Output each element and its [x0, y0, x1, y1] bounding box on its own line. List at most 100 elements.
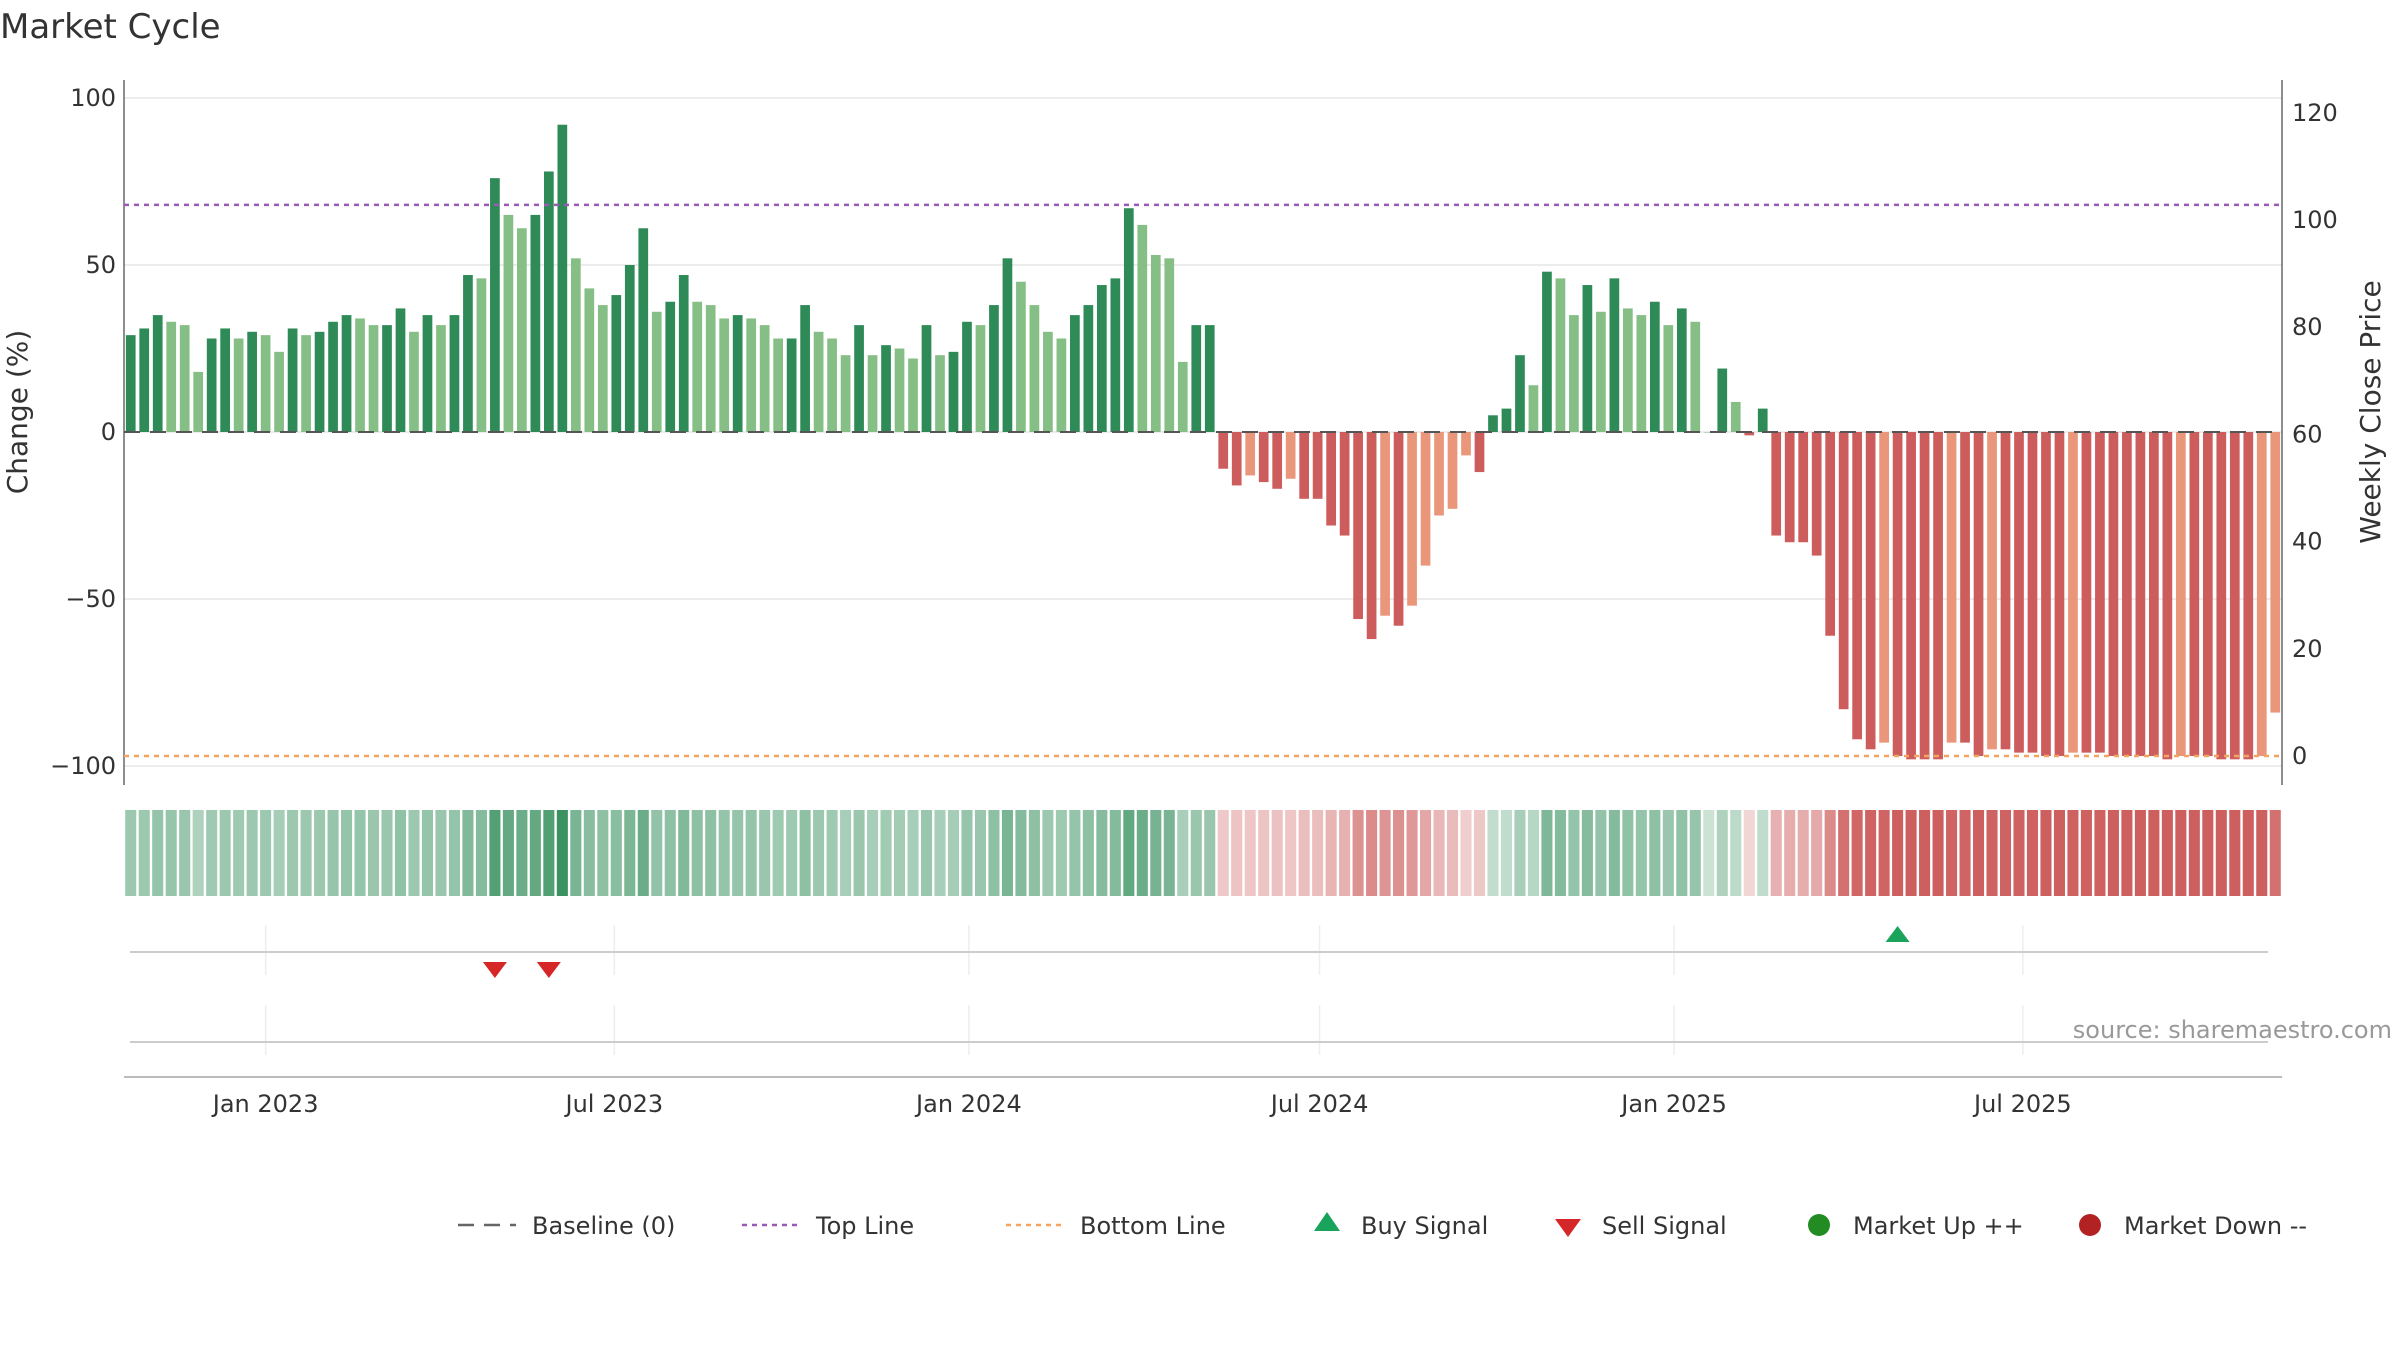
bar	[2014, 432, 2024, 753]
bar	[1447, 432, 1458, 509]
heat-cell	[1150, 810, 1162, 896]
heat-cell	[1190, 810, 1202, 896]
bar	[1272, 432, 1283, 489]
bar	[1757, 408, 1768, 432]
bar	[1150, 254, 1161, 432]
heat-cell	[840, 810, 852, 896]
heat-cell	[2080, 810, 2092, 896]
bar	[935, 355, 945, 432]
bar	[678, 275, 689, 432]
heat-cell	[1541, 810, 1553, 896]
bar	[2041, 432, 2051, 756]
heat-cell	[907, 810, 919, 896]
heat-cell	[179, 810, 191, 896]
bar	[1663, 325, 1674, 432]
bar	[422, 315, 433, 432]
heat-cell	[1905, 810, 1917, 896]
bar	[1649, 301, 1660, 432]
bar	[166, 321, 177, 432]
x-tick-label: Jan 2023	[211, 1090, 319, 1118]
bar	[2095, 432, 2105, 753]
heat-cell	[1352, 810, 1364, 896]
bar	[125, 335, 136, 432]
bar	[881, 345, 891, 432]
bar	[1528, 385, 1539, 432]
heat-cell	[1946, 810, 1958, 896]
y2-tick-label: 100	[2292, 206, 2338, 234]
heat-cell	[2107, 810, 2119, 896]
bar	[1110, 278, 1121, 432]
heat-cell	[1136, 810, 1148, 896]
heat-cell	[516, 810, 528, 896]
bar	[1825, 432, 1836, 636]
bar	[1177, 361, 1188, 432]
bar	[544, 171, 554, 433]
heat-cell	[1285, 810, 1297, 896]
legend-label: Top Line	[815, 1212, 914, 1240]
red-dot-icon	[2079, 1214, 2101, 1236]
heat-cell	[1500, 810, 1512, 896]
bar	[1043, 331, 1053, 432]
bar	[1137, 224, 1148, 432]
bar	[2054, 432, 2065, 756]
bar	[1690, 321, 1701, 432]
bar	[1191, 325, 1202, 432]
bar	[746, 318, 757, 432]
heat-cell	[974, 810, 986, 896]
legend-item: Sell Signal	[1555, 1212, 1727, 1240]
bar	[2229, 432, 2240, 760]
heat-cell	[1163, 810, 1175, 896]
bar	[193, 371, 204, 432]
heat-cell	[1325, 810, 1337, 896]
x-tick-label: Jan 2024	[914, 1090, 1022, 1118]
bar	[2149, 432, 2159, 756]
bar	[894, 348, 905, 432]
bar	[719, 318, 730, 432]
heat-cell	[1608, 810, 1620, 896]
heat-cell	[1851, 810, 1863, 896]
heat-cell	[678, 810, 690, 896]
y-tick-label: 0	[101, 418, 116, 446]
bar	[1501, 408, 1512, 432]
bar	[1285, 432, 1296, 479]
bar	[1596, 311, 1606, 432]
bar	[2081, 432, 2092, 753]
heat-cell	[273, 810, 285, 896]
bar	[2108, 432, 2119, 756]
bar	[1582, 285, 1593, 432]
y2-tick-label: 60	[2292, 420, 2323, 448]
heat-cell	[1001, 810, 1013, 896]
heat-cell	[138, 810, 150, 896]
heat-cell	[1986, 810, 1998, 896]
heat-cell	[1635, 810, 1647, 896]
heat-cell	[2121, 810, 2133, 896]
bar	[301, 335, 311, 432]
heat-cell	[435, 810, 447, 896]
bar	[1919, 432, 1930, 760]
heat-cell	[772, 810, 784, 896]
heat-cell	[1069, 810, 1081, 896]
y-tick-label: 50	[85, 251, 116, 279]
x-tick-label: Jul 2023	[564, 1090, 664, 1118]
bar	[1164, 258, 1175, 432]
heat-cell	[920, 810, 933, 896]
heat-cell	[786, 810, 798, 896]
heat-cell	[2013, 810, 2025, 896]
heat-cell	[1703, 810, 1715, 896]
bar	[624, 265, 635, 432]
heat-cell	[1082, 810, 1094, 896]
bar	[975, 325, 986, 432]
bar	[2000, 432, 2011, 750]
heat-cell	[206, 810, 218, 896]
y2-tick-label: 20	[2292, 635, 2323, 663]
heat-cell	[1258, 810, 1270, 896]
legend-item: Market Down --	[2079, 1212, 2307, 1240]
heat-cell	[219, 810, 231, 896]
heat-cell	[1892, 810, 1904, 896]
bar	[1339, 432, 1350, 536]
bar	[2122, 432, 2132, 756]
heat-cell	[367, 810, 380, 896]
heat-cell	[1406, 810, 1418, 896]
bar	[1016, 281, 1026, 432]
bar	[490, 178, 500, 432]
